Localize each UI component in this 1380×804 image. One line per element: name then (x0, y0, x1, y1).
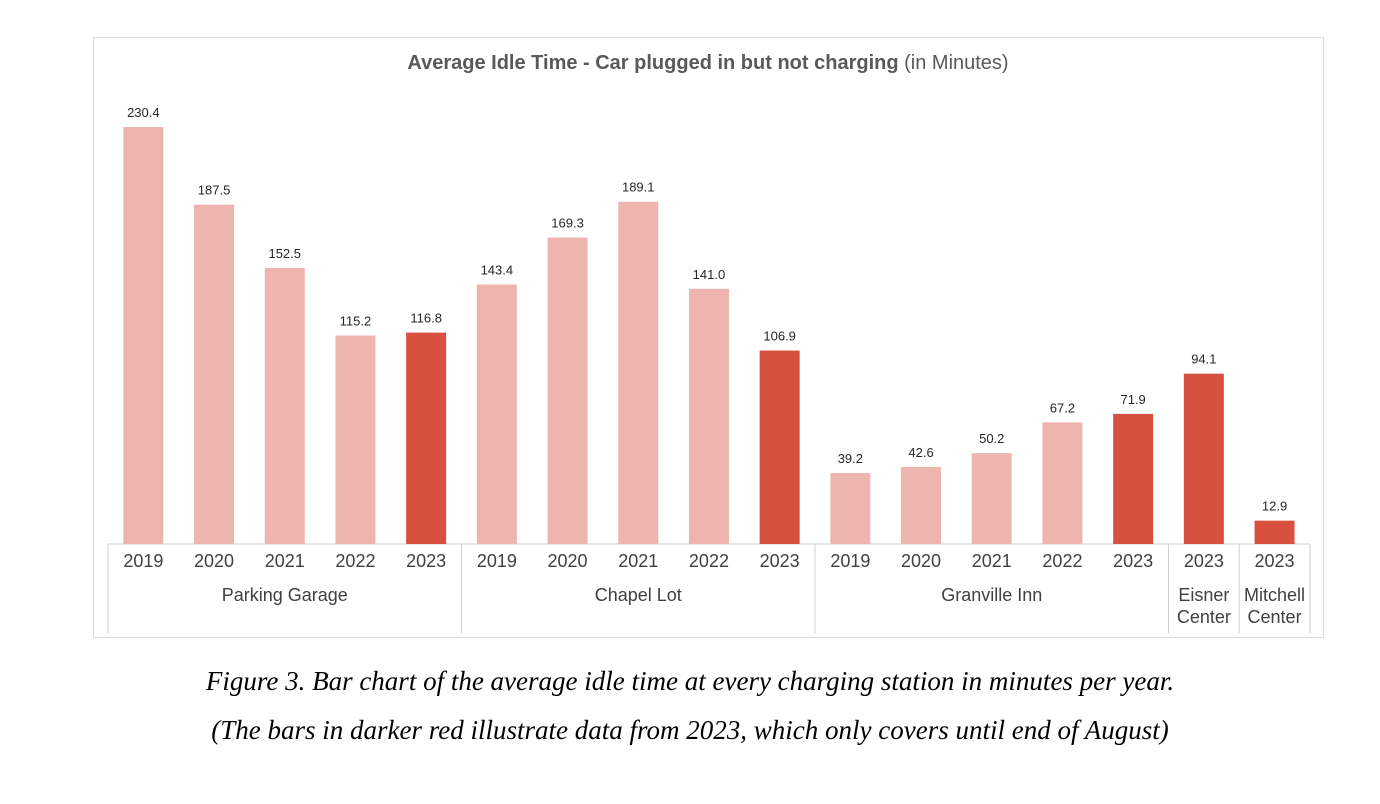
data-label: 50.2 (979, 431, 1004, 446)
figure-caption-line-2: (The bars in darker red illustrate data … (211, 715, 1169, 745)
tick-label-year: 2023 (1184, 551, 1224, 571)
bar-parking-garage-2019 (123, 127, 164, 544)
group-label: Granville Inn (941, 585, 1042, 605)
data-label: 187.5 (198, 183, 231, 198)
tick-label-year: 2022 (335, 551, 375, 571)
tick-label-year: 2023 (1113, 551, 1153, 571)
bar-granville-inn-2020 (901, 466, 942, 544)
data-label: 94.1 (1191, 352, 1216, 367)
bar-chapel-lot-2020 (547, 237, 588, 544)
bar-chapel-lot-2019 (476, 284, 517, 544)
bar-granville-inn-2023 (1113, 413, 1154, 544)
tick-label-year: 2022 (1042, 551, 1082, 571)
chart-marks: 230.4 2019 187.5 2020 152.5 2021 115.2 2022 116.… (107, 105, 1311, 633)
idle-time-bar-chart: Average Idle Time - Car plugged in but n… (107, 52, 1311, 633)
data-label: 67.2 (1050, 400, 1075, 415)
tick-label-year: 2020 (548, 551, 588, 571)
bar-parking-garage-2021 (264, 267, 305, 544)
data-label: 12.9 (1262, 499, 1287, 514)
bar-parking-garage-2022 (335, 335, 376, 544)
figure-caption-line-1: Figure 3. Bar chart of the average idle … (205, 666, 1175, 696)
chart-title-main: Average Idle Time - Car plugged in but n… (407, 52, 898, 74)
tick-label-year: 2021 (265, 551, 305, 571)
chart-title-suffix: (in Minutes) (899, 52, 1009, 74)
bar-granville-inn-2021 (971, 453, 1012, 544)
bar-chapel-lot-2021 (618, 201, 659, 544)
group-label: Center (1177, 607, 1231, 627)
tick-label-year: 2020 (901, 551, 941, 571)
tick-label-year: 2022 (689, 551, 729, 571)
bar-parking-garage-2023 (406, 332, 447, 544)
group-label: Mitchell (1244, 585, 1305, 605)
tick-label-year: 2023 (406, 551, 446, 571)
bar-parking-garage-2020 (194, 204, 235, 544)
tick-label-year: 2020 (194, 551, 234, 571)
data-label: 71.9 (1120, 392, 1145, 407)
group-label: Center (1248, 607, 1302, 627)
tick-label-year: 2019 (477, 551, 517, 571)
data-label: 115.2 (340, 314, 372, 329)
chart-title: Average Idle Time - Car plugged in but n… (407, 52, 1008, 74)
data-label: 42.6 (908, 445, 933, 460)
data-label: 169.3 (551, 216, 584, 231)
bar-granville-inn-2019 (830, 473, 871, 544)
bar-chapel-lot-2023 (759, 350, 800, 544)
data-label: 189.1 (622, 180, 655, 195)
bar-eisner-center-2023 (1183, 373, 1224, 544)
bar-mitchell-center-2023 (1254, 520, 1295, 544)
tick-label-year: 2021 (618, 551, 658, 571)
group-label: Parking Garage (222, 585, 348, 605)
data-label: 152.5 (268, 246, 301, 261)
group-label: Eisner (1178, 585, 1229, 605)
data-label: 106.9 (763, 329, 796, 344)
data-label: 230.4 (127, 105, 160, 120)
tick-label-year: 2023 (760, 551, 800, 571)
data-label: 116.8 (410, 311, 442, 326)
chart-frame: Average Idle Time - Car plugged in but n… (93, 37, 1324, 638)
group-label: Chapel Lot (595, 585, 682, 605)
data-label: 141.0 (693, 267, 726, 282)
tick-label-year: 2021 (972, 551, 1012, 571)
bar-granville-inn-2022 (1042, 422, 1083, 544)
tick-label-year: 2019 (123, 551, 163, 571)
tick-label-year: 2023 (1255, 551, 1295, 571)
tick-label-year: 2019 (830, 551, 870, 571)
bar-chapel-lot-2022 (688, 288, 729, 544)
data-label: 143.4 (481, 262, 514, 277)
data-label: 39.2 (838, 451, 863, 466)
